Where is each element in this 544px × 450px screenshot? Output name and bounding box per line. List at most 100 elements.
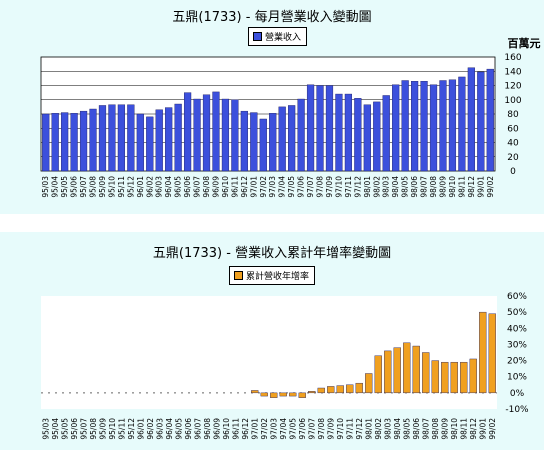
revenue-xtick-label: 98/04 bbox=[391, 176, 400, 198]
growth-xtick-label: 96/07 bbox=[193, 418, 202, 440]
revenue-bar bbox=[70, 113, 78, 172]
revenue-xtick-label: 95/11 bbox=[117, 176, 126, 198]
growth-xtick-label: 98/11 bbox=[459, 418, 468, 440]
growth-xtick-label: 97/06 bbox=[298, 418, 307, 440]
revenue-bar bbox=[477, 71, 485, 172]
growth-xtick-label: 95/06 bbox=[70, 418, 79, 440]
revenue-xtick-label: 97/10 bbox=[334, 176, 343, 198]
revenue-xtick-label: 95/12 bbox=[126, 176, 135, 198]
revenue-xtick-label: 95/03 bbox=[41, 176, 50, 198]
growth-ytick-label: 50% bbox=[507, 308, 527, 318]
growth-bar bbox=[450, 361, 458, 394]
revenue-bar bbox=[221, 98, 230, 172]
growth-xtick-label: 98/06 bbox=[412, 418, 421, 440]
revenue-bar bbox=[155, 109, 163, 172]
revenue-xtick-label: 96/10 bbox=[221, 176, 230, 198]
revenue-xtick-label: 95/09 bbox=[98, 176, 107, 198]
revenue-bar bbox=[117, 104, 126, 172]
revenue-bar bbox=[382, 95, 390, 172]
growth-legend-label: 累計營收年增率 bbox=[246, 272, 310, 282]
revenue-xtick-label: 96/05 bbox=[174, 176, 183, 198]
revenue-xtick-label: 96/09 bbox=[211, 176, 220, 198]
growth-bar bbox=[260, 392, 268, 397]
revenue-bar bbox=[288, 105, 296, 172]
growth-ytick-label: 40% bbox=[507, 324, 527, 334]
revenue-xtick-label: 95/07 bbox=[79, 176, 88, 198]
revenue-bar bbox=[373, 101, 381, 172]
revenue-bar bbox=[354, 98, 362, 172]
revenue-ytick-label: 0 bbox=[510, 167, 516, 177]
revenue-xtick-label: 95/06 bbox=[70, 176, 79, 198]
revenue-bar bbox=[306, 84, 315, 172]
revenue-bar bbox=[392, 84, 400, 172]
growth-xtick-label: 95/11 bbox=[117, 418, 126, 440]
revenue-bar bbox=[89, 108, 97, 172]
growth-bar bbox=[412, 345, 420, 394]
growth-xtick-label: 96/10 bbox=[222, 418, 231, 440]
revenue-ytick-label: 140 bbox=[504, 67, 521, 77]
growth-xtick-label: 95/05 bbox=[60, 418, 69, 440]
growth-xtick-label: 98/01 bbox=[364, 418, 373, 440]
revenue-xtick-label: 96/12 bbox=[240, 176, 249, 198]
growth-bar bbox=[460, 361, 468, 394]
growth-bar bbox=[384, 350, 392, 394]
revenue-bar bbox=[202, 94, 211, 172]
revenue-xtick-label: 97/04 bbox=[278, 176, 287, 198]
growth-bar bbox=[355, 382, 363, 394]
growth-chart-title: 五鼎(1733) - 營業收入累計年增率變動圖 bbox=[152, 246, 392, 261]
revenue-bar bbox=[259, 118, 267, 172]
growth-bar bbox=[365, 373, 373, 394]
revenue-bar bbox=[278, 106, 286, 172]
growth-xtick-label: 96/12 bbox=[241, 418, 250, 440]
revenue-xtick-label: 95/10 bbox=[107, 176, 116, 198]
revenue-bar bbox=[183, 92, 192, 172]
growth-bar bbox=[422, 352, 430, 394]
revenue-bar bbox=[108, 104, 116, 172]
revenue-xtick-label: 96/07 bbox=[193, 176, 202, 198]
growth-xtick-label: 97/10 bbox=[336, 418, 345, 440]
revenue-xtick-label: 96/03 bbox=[155, 176, 164, 198]
revenue-bar bbox=[410, 81, 419, 172]
revenue-xtick-label: 96/01 bbox=[136, 176, 145, 198]
growth-xtick-label: 95/09 bbox=[98, 418, 107, 440]
growth-xtick-label: 95/12 bbox=[127, 418, 136, 440]
growth-xtick-label: 96/05 bbox=[174, 418, 183, 440]
growth-bar bbox=[441, 361, 449, 394]
growth-xtick-label: 98/05 bbox=[402, 418, 411, 440]
revenue-bar bbox=[165, 107, 173, 172]
revenue-legend-label: 營業收入 bbox=[265, 33, 302, 43]
growth-bar bbox=[488, 313, 496, 394]
revenue-bar bbox=[146, 116, 154, 172]
revenue-ytick-label: 100 bbox=[504, 96, 521, 106]
revenue-xtick-label: 98/09 bbox=[438, 176, 447, 198]
revenue-ytick-label: 80 bbox=[507, 110, 519, 120]
revenue-bar bbox=[335, 93, 343, 172]
growth-bar bbox=[403, 342, 411, 394]
revenue-xtick-label: 98/07 bbox=[420, 176, 429, 198]
growth-xtick-label: 98/04 bbox=[393, 418, 402, 440]
growth-xtick-label: 97/12 bbox=[355, 418, 364, 440]
revenue-xtick-label: 95/08 bbox=[89, 176, 98, 198]
revenue-bar bbox=[231, 99, 239, 172]
revenue-bar bbox=[193, 98, 201, 172]
revenue-legend: 營業收入 bbox=[248, 27, 308, 46]
revenue-legend-swatch bbox=[253, 32, 262, 41]
growth-bar bbox=[469, 358, 477, 394]
revenue-xtick-label: 98/08 bbox=[429, 176, 438, 198]
growth-xtick-label: 97/08 bbox=[317, 418, 326, 440]
growth-xtick-label: 95/08 bbox=[89, 418, 98, 440]
revenue-bar bbox=[250, 112, 258, 172]
growth-bar bbox=[327, 386, 335, 394]
revenue-xtick-label: 98/02 bbox=[372, 176, 381, 198]
revenue-bar bbox=[297, 98, 305, 172]
growth-xtick-label: 96/01 bbox=[136, 418, 145, 440]
revenue-chart-title: 五鼎(1733) - 每月營業收入變動圖 bbox=[172, 10, 372, 25]
growth-xtick-label: 97/07 bbox=[307, 418, 316, 440]
growth-bar bbox=[393, 347, 401, 394]
growth-ytick-label: -10% bbox=[505, 405, 529, 415]
revenue-bar bbox=[486, 68, 494, 172]
revenue-ytick-label: 60 bbox=[507, 124, 519, 134]
revenue-xtick-label: 96/08 bbox=[202, 176, 211, 198]
growth-xtick-label: 98/08 bbox=[431, 418, 440, 440]
